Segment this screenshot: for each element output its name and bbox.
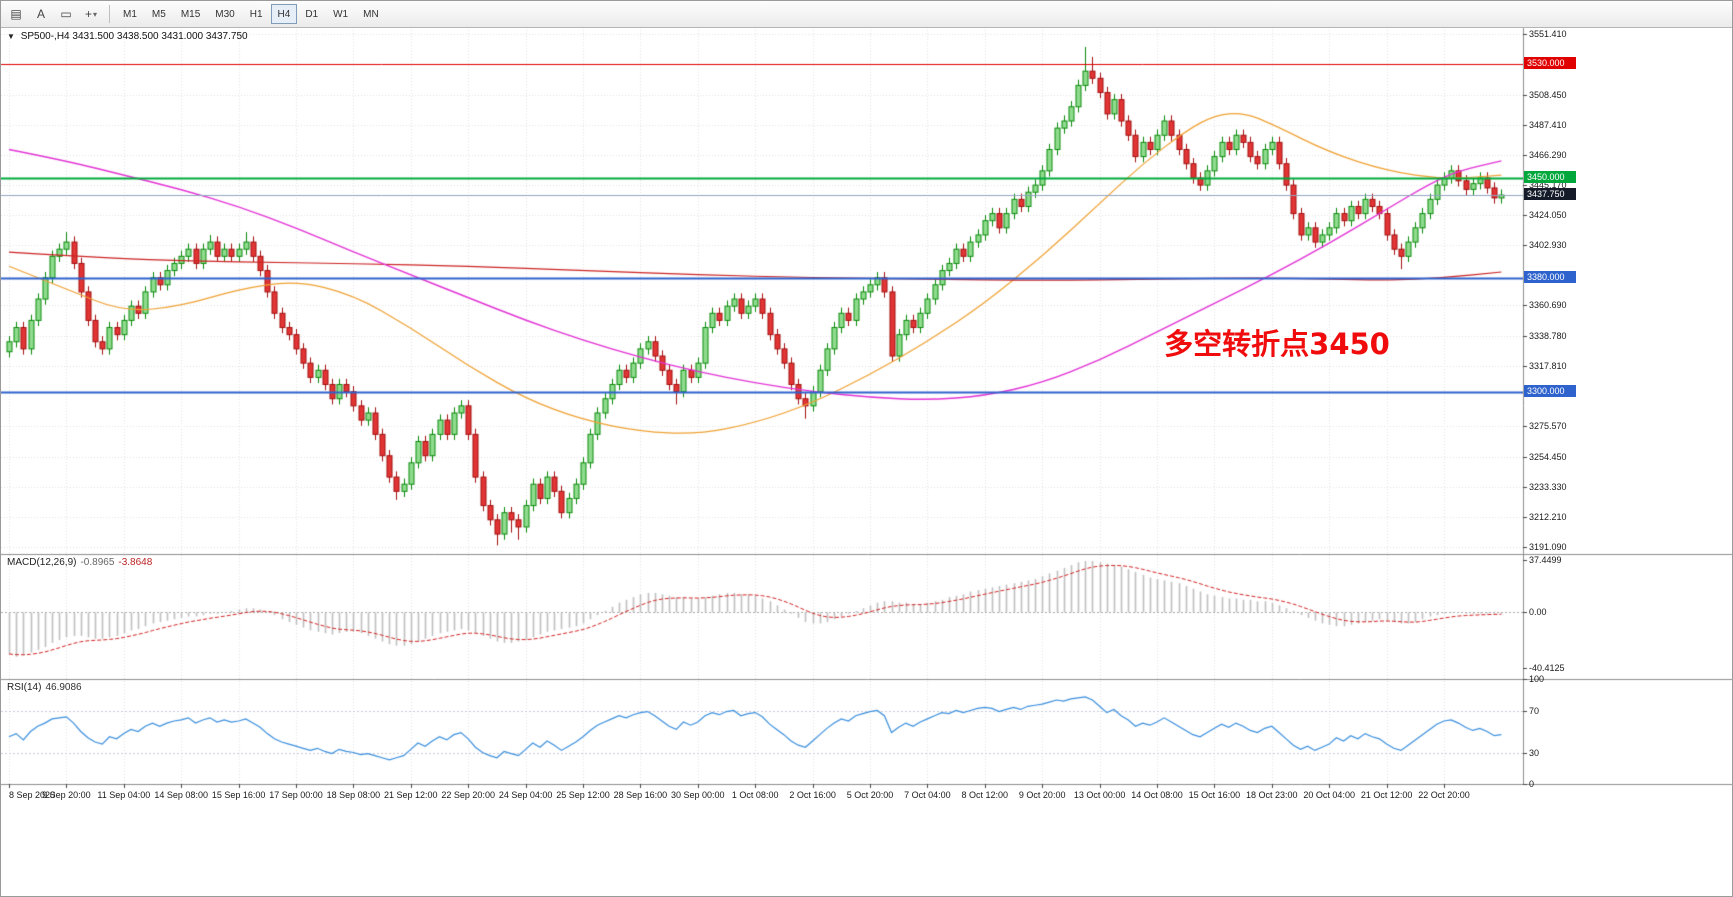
collapse-triangle-icon[interactable]: ▼ [7, 32, 15, 41]
price-tick-label: 3424.050 [1529, 209, 1567, 220]
time-tick-label: 15 Oct 16:00 [1188, 790, 1241, 800]
price-tick-label: 3487.410 [1529, 119, 1567, 130]
rsi-title: RSI(14) [7, 682, 42, 693]
time-tick-label: 30 Sep 00:00 [671, 790, 725, 800]
price-tick-label: 3191.090 [1529, 541, 1567, 552]
timeframe-h1-button[interactable]: H1 [243, 4, 270, 24]
timeframe-h4-button[interactable]: H4 [270, 4, 298, 24]
macd-value: -0.8965 [80, 557, 115, 568]
tool-shape-tool-button[interactable]: ▭ [54, 3, 78, 25]
rsi-value: 46.9086 [45, 682, 82, 693]
time-tick-label: 8 Sep 2020 [9, 790, 56, 800]
timeframe-m30-button[interactable]: M30 [208, 4, 241, 24]
price-tick-label: 3466.290 [1529, 149, 1567, 160]
timeframe-m5-button[interactable]: M5 [145, 4, 173, 24]
time-tick-label: 9 Oct 20:00 [1018, 790, 1066, 800]
time-tick-label: 9 Sep 20:00 [42, 790, 91, 800]
rsi-axis-label: 30 [1529, 747, 1540, 758]
time-tick-label: 25 Sep 12:00 [556, 790, 610, 800]
dropdown-caret-icon: ▾ [93, 9, 98, 19]
toolbar-tools-group: ▤ A ▭ + ▾ [4, 3, 103, 25]
timeframe-m1-button[interactable]: M1 [116, 4, 144, 24]
time-tick-label: 13 Oct 00:00 [1073, 790, 1126, 800]
time-tick-label: 24 Sep 04:00 [498, 790, 553, 800]
time-tick-label: 1 Oct 08:00 [731, 790, 779, 800]
time-tick-label: 18 Oct 23:00 [1246, 790, 1298, 800]
time-tick-label: 22 Sep 20:00 [441, 790, 495, 800]
time-tick-label: 8 Oct 12:00 [961, 790, 1009, 800]
price-tick-label: 3233.330 [1529, 481, 1567, 492]
price-level-flag: 3380.000 [1524, 270, 1576, 283]
toolbar: ▤ A ▭ + ▾ M1 M5 M15 M30 H1 H4 D1 W1 MN [1, 1, 1732, 28]
time-tick-label: 14 Oct 08:00 [1131, 790, 1183, 800]
price-tick-label: 3254.450 [1529, 451, 1567, 462]
price-tick-label: 3212.210 [1529, 511, 1567, 522]
price-level-flag: 3450.000 [1524, 170, 1576, 183]
time-tick-label: 28 Sep 16:00 [613, 790, 668, 800]
text-tool-icon: A [36, 7, 45, 21]
time-tick-label: 22 Oct 20:00 [1418, 790, 1470, 800]
price-tick-label: 3402.930 [1529, 240, 1567, 251]
rsi-axis-label: 100 [1529, 674, 1545, 684]
ohlc-values: 3431.500 3438.500 3431.000 3437.750 [72, 31, 248, 42]
tool-text-tool-button[interactable]: A [29, 3, 53, 25]
time-tick-label: 21 Sep 12:00 [384, 790, 438, 800]
timeframe-w1-button[interactable]: W1 [326, 4, 355, 24]
timeframe-m15-button[interactable]: M15 [174, 4, 207, 24]
time-tick-label: 14 Sep 08:00 [154, 790, 208, 800]
rsi-indicator-label: RSI(14) 46.9086 [7, 682, 82, 693]
price-tick-label: 3317.810 [1529, 361, 1567, 372]
tool-chart-grid-button[interactable]: ▤ [4, 3, 28, 25]
time-tick-label: 21 Oct 12:00 [1360, 790, 1413, 800]
macd-title: MACD(12,26,9) [7, 557, 77, 568]
toolbar-separator [109, 5, 110, 23]
price-level-flag: 3530.000 [1524, 57, 1576, 70]
price-tick-label: 3445.170 [1529, 179, 1567, 190]
price-level-flag: 3300.000 [1524, 384, 1576, 397]
time-tick-label: 18 Sep 08:00 [326, 790, 381, 800]
price-tick-label: 3360.690 [1529, 300, 1567, 311]
rsi-axis-label: 0 [1529, 779, 1535, 789]
price-tick-label: 3508.450 [1529, 89, 1567, 100]
timeframe-mn-button[interactable]: MN [356, 4, 386, 24]
chart-grid-icon: ▤ [10, 7, 22, 21]
time-tick-label: 2 Oct 16:00 [789, 790, 836, 800]
macd-signal-value: -3.8648 [118, 557, 153, 568]
price-tick-label: 3275.570 [1529, 421, 1567, 432]
price-tick-label: 3338.780 [1529, 331, 1567, 342]
bid-price-flag: 3437.750 [1524, 188, 1576, 201]
macd-indicator-label: MACD(12,26,9) -0.8965 -3.8648 [7, 557, 152, 568]
time-tick-label: 5 Oct 20:00 [846, 790, 894, 800]
time-tick-label: 15 Sep 16:00 [211, 790, 266, 800]
macd-axis-label: 0.00 [1529, 607, 1547, 618]
time-tick-label: 7 Oct 04:00 [904, 790, 951, 800]
crosshair-tool-icon: + [84, 7, 92, 21]
chart-symbol-header: ▼ SP500-,H4 3431.500 3438.500 3431.000 3… [7, 31, 248, 42]
macd-axis-label: -40.4125 [1529, 663, 1565, 674]
symbol-period-label: SP500-,H4 [20, 31, 70, 42]
timeframe-d1-button[interactable]: D1 [298, 4, 325, 24]
tool-crosshair-tool-button[interactable]: + ▾ [79, 3, 103, 25]
shape-tool-icon: ▭ [60, 7, 72, 21]
annotation-text[interactable]: 多空转折点3450 [1164, 327, 1390, 361]
time-tick-label: 11 Sep 04:00 [97, 790, 151, 800]
time-tick-label: 17 Sep 00:00 [269, 790, 323, 800]
time-tick-label: 20 Oct 04:00 [1303, 790, 1355, 800]
macd-axis-label: 37.4499 [1529, 555, 1562, 566]
price-tick-label: 3551.410 [1529, 28, 1567, 39]
timeframe-button-group: M1 M5 M15 M30 H1 H4 D1 W1 MN [116, 4, 386, 24]
rsi-axis-label: 70 [1529, 705, 1540, 716]
